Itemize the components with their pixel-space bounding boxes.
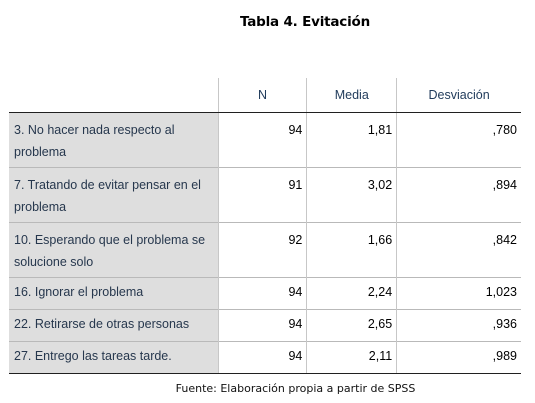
row-label: 7. Tratando de evitar pensar en el probl… — [9, 167, 219, 223]
row-label: 10. Esperando que el problema se solucio… — [9, 222, 219, 278]
table-row: 22. Retirarse de otras personas 94 2,65 … — [9, 309, 521, 342]
statistics-table: N Media Desviación 3. No hacer nada resp… — [9, 78, 521, 374]
cell-desviacion: ,936 — [396, 309, 521, 342]
cell-media: 2,11 — [306, 341, 397, 374]
table-row: 3. No hacer nada respecto al problema 94… — [9, 112, 521, 168]
cell-n: 92 — [217, 222, 307, 278]
header-desviacion: Desviación — [396, 78, 521, 113]
cell-media: 3,02 — [306, 167, 397, 223]
table-row: 7. Tratando de evitar pensar en el probl… — [9, 167, 521, 223]
row-label: 27. Entrego las tareas tarde. — [9, 341, 219, 374]
cell-n: 94 — [217, 309, 307, 342]
table-row: 27. Entrego las tareas tarde. 94 2,11 ,9… — [9, 341, 521, 374]
cell-desviacion: ,842 — [396, 222, 521, 278]
header-media: Media — [306, 78, 397, 113]
header-n: N — [217, 78, 307, 113]
cell-n: 94 — [217, 341, 307, 374]
cell-desviacion: ,989 — [396, 341, 521, 374]
cell-desviacion: ,894 — [396, 167, 521, 223]
cell-desviacion: ,780 — [396, 112, 521, 168]
table-row: 10. Esperando que el problema se solucio… — [9, 222, 521, 278]
cell-media: 1,66 — [306, 222, 397, 278]
row-label: 16. Ignorar el problema — [9, 277, 219, 310]
row-label: 3. No hacer nada respecto al problema — [9, 112, 219, 168]
table-title: Tabla 4. Evitación — [239, 14, 371, 30]
cell-media: 2,65 — [306, 309, 397, 342]
table-row: 16. Ignorar el problema 94 2,24 1,023 — [9, 277, 521, 310]
table-header-row: N Media Desviación — [9, 78, 521, 113]
row-label: 22. Retirarse de otras personas — [9, 309, 219, 342]
cell-n: 94 — [217, 277, 307, 310]
header-corner — [9, 78, 219, 113]
cell-media: 1,81 — [306, 112, 397, 168]
cell-n: 91 — [217, 167, 307, 223]
cell-media: 2,24 — [306, 277, 397, 310]
cell-desviacion: 1,023 — [396, 277, 521, 310]
cell-n: 94 — [217, 112, 307, 168]
source-note: Fuente: Elaboración propia a partir de S… — [175, 382, 416, 395]
